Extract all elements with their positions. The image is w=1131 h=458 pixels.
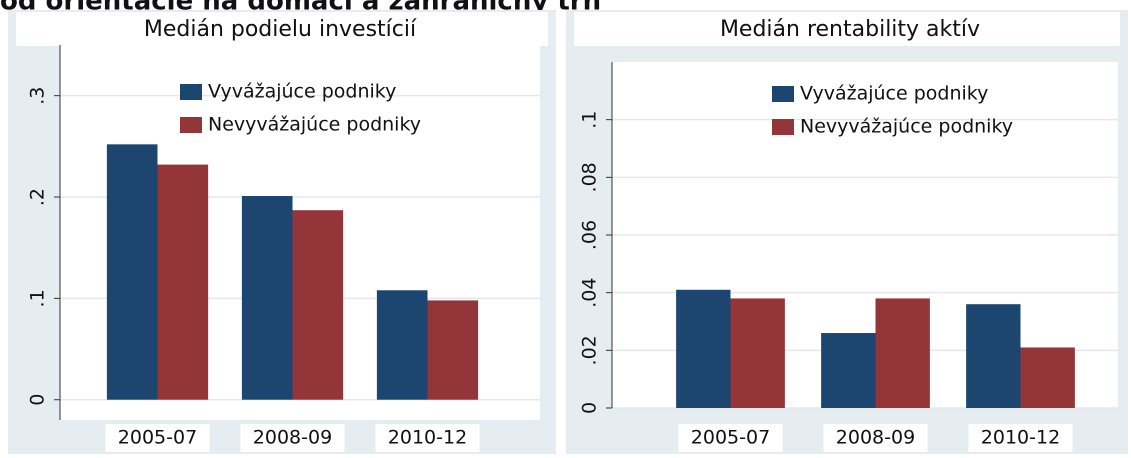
x-tick-label: 2008-09 bbox=[253, 427, 332, 449]
bar bbox=[966, 304, 1021, 408]
y-tick-label: .06 bbox=[579, 220, 601, 250]
x-tick-label: 2010-12 bbox=[981, 427, 1060, 449]
y-tick-label: .04 bbox=[579, 278, 601, 308]
chart-title: Medián rentability aktív bbox=[720, 17, 980, 42]
legend-swatch bbox=[772, 86, 794, 102]
bar bbox=[106, 144, 158, 400]
bar bbox=[1020, 347, 1075, 408]
legend-label: Nevyvážajúce podniky bbox=[800, 116, 1013, 138]
legend-swatch bbox=[772, 119, 794, 135]
legend-swatch bbox=[180, 84, 202, 100]
x-label-box bbox=[105, 424, 210, 452]
y-tick-label: .08 bbox=[579, 162, 601, 192]
x-label-box bbox=[968, 424, 1073, 452]
x-tick-label: 2005-07 bbox=[691, 427, 770, 449]
bar bbox=[241, 196, 293, 400]
legend-swatch bbox=[180, 117, 202, 133]
x-label-box bbox=[375, 424, 480, 452]
chart-title: Medián podielu investícií bbox=[144, 17, 417, 42]
bar bbox=[157, 164, 209, 400]
legend-label: Nevyvážajúce podniky bbox=[208, 114, 421, 136]
x-tick-label: 2010-12 bbox=[388, 427, 467, 449]
x-tick-label: 2008-09 bbox=[836, 427, 915, 449]
bar bbox=[292, 210, 344, 400]
bar bbox=[376, 290, 428, 400]
x-tick-label: 2005-07 bbox=[118, 427, 197, 449]
y-tick-label: 0 bbox=[579, 402, 601, 414]
legend-label: Vyvážajúce podniky bbox=[800, 83, 988, 105]
bar bbox=[427, 300, 479, 400]
y-tick-label: 0 bbox=[27, 394, 49, 406]
bar bbox=[875, 298, 930, 408]
bar bbox=[676, 289, 731, 408]
x-label-box bbox=[240, 424, 345, 452]
y-tick-label: .02 bbox=[579, 335, 601, 365]
x-label-box bbox=[678, 424, 783, 452]
bar bbox=[821, 333, 876, 408]
title-box bbox=[574, 12, 1120, 46]
y-tick-label: .3 bbox=[27, 87, 49, 105]
legend-label: Vyvážajúce podniky bbox=[208, 81, 396, 103]
bar bbox=[730, 298, 785, 408]
x-label-box bbox=[823, 424, 928, 452]
y-tick-label: .1 bbox=[27, 289, 49, 307]
title-box bbox=[16, 12, 548, 46]
y-tick-label: .1 bbox=[579, 111, 601, 129]
y-tick-label: .2 bbox=[27, 188, 49, 206]
